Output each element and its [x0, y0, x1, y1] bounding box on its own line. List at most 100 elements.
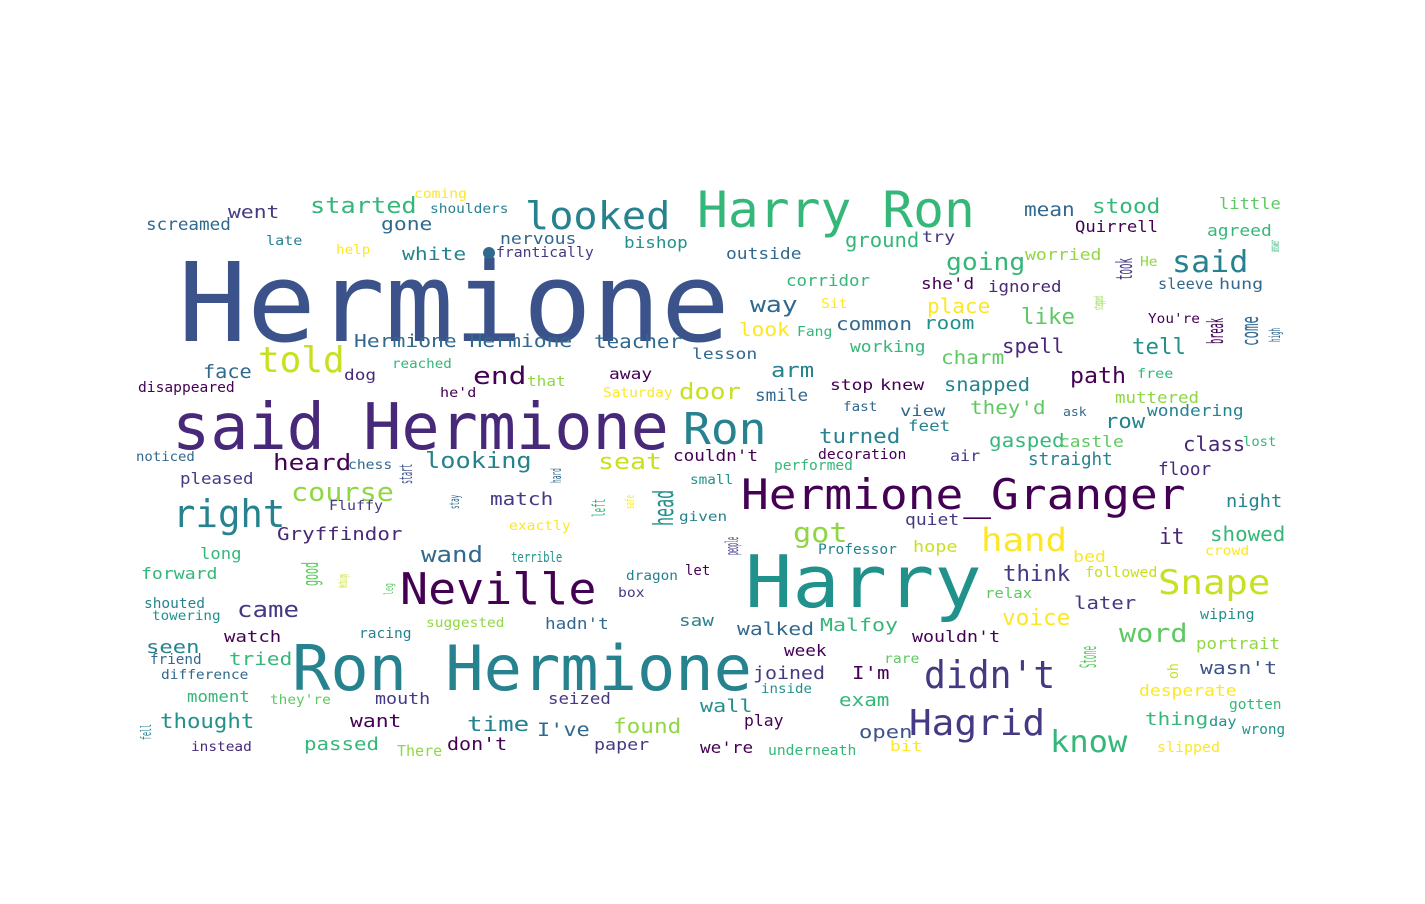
word-look: look [739, 319, 790, 341]
word-fast: fast [843, 400, 878, 415]
word-given: given [679, 510, 728, 525]
word-try: try [922, 228, 956, 246]
word-underneath: underneath [768, 743, 857, 759]
word-late: late [266, 234, 303, 249]
word-wondering: wondering [1147, 401, 1244, 420]
word-hung: hung [1219, 275, 1264, 293]
word-mean: mean [1024, 199, 1075, 221]
word-row: row [1105, 409, 1146, 433]
word-charm: charm [941, 347, 1005, 369]
word-moment: moment [187, 687, 250, 706]
word-malfoy: Malfoy [820, 615, 899, 636]
word-help: help [336, 243, 371, 258]
word-know: know [1050, 725, 1128, 760]
word-reached: reached [392, 357, 452, 372]
word-word: word [1119, 619, 1188, 649]
word-frantically: frantically [496, 245, 594, 261]
word-found: found [613, 714, 682, 738]
word-instead: instead [191, 740, 252, 755]
word-free: free [1137, 367, 1174, 382]
word-stood: stood [1092, 194, 1161, 218]
word-good: good [299, 562, 324, 586]
word-start: start [396, 463, 417, 484]
word-racing: racing [359, 626, 412, 642]
word-time: time [467, 712, 530, 736]
word-day: day [1209, 715, 1237, 730]
word-you-re: You're [1148, 312, 1200, 327]
word-they-re: they're [270, 693, 331, 708]
word-showed: showed [1210, 522, 1286, 546]
word-hard: hard [549, 468, 565, 483]
word-joined: joined [753, 663, 826, 684]
word-fang: Fang [797, 325, 833, 340]
word-night: night [1226, 491, 1283, 512]
word-break: break [1204, 317, 1229, 344]
word-looking: looking [425, 449, 532, 474]
word-think: think [1003, 562, 1071, 587]
word-towering: towering [152, 609, 221, 624]
word-room: room [924, 313, 975, 334]
word-working: working [850, 337, 926, 356]
word-sit: Sit [821, 297, 848, 312]
word-noticed: noticed [136, 450, 195, 465]
word-came: came [237, 598, 299, 623]
word-safe: safe [623, 495, 637, 509]
word-right: right [173, 492, 286, 536]
word-we-re: we're [700, 738, 754, 757]
word-told: told [258, 340, 345, 381]
word-he: He [1140, 255, 1158, 270]
word-got: got [793, 516, 848, 549]
word-i-ve: I've [537, 719, 590, 741]
word-bit: bit [890, 739, 923, 755]
word-shouted: shouted [144, 596, 206, 612]
word-lost: lost [1243, 435, 1277, 450]
word-portrait: portrait [1196, 634, 1281, 653]
word-want: want [350, 711, 402, 732]
word-answer: answer [1268, 240, 1283, 252]
word-open: open [859, 722, 913, 743]
word-wrong: wrong [1242, 722, 1286, 738]
word-it: it [1159, 525, 1185, 550]
word-spell: spell [1002, 334, 1065, 358]
word-seen: seen [146, 637, 200, 658]
word-snapped: snapped [944, 374, 1031, 396]
word-oh: oh [1166, 663, 1182, 679]
word-people: people [722, 536, 743, 555]
word-hermione-granger: Hermione_Granger [741, 470, 1186, 519]
word-quiet: quiet [905, 510, 960, 529]
word-hand: hand [981, 521, 1068, 559]
word-come: come [1236, 316, 1264, 346]
word-crowd: crowd [1205, 544, 1250, 559]
word-end: end [473, 362, 527, 390]
word-dragon: dragon [626, 569, 678, 584]
word-fluffy: Fluffy [329, 499, 383, 514]
word-high: high [1266, 327, 1284, 342]
word-heard: heard [273, 451, 352, 476]
word-said-hermione: said Hermione [172, 391, 669, 465]
word-performed: performed [774, 458, 853, 474]
word-ron-hermione: Ron Hermione [292, 632, 752, 705]
word-ask: ask [1063, 405, 1087, 419]
word-common: common [836, 314, 913, 335]
word-watch: watch [224, 627, 282, 646]
word-exam: exam [839, 690, 890, 711]
word-snape: Snape [1158, 563, 1271, 603]
word-later: later [1074, 593, 1137, 614]
bullet-dot [483, 247, 495, 259]
word-herbology: Herbology [336, 573, 350, 588]
word-sleeve: sleeve [1158, 275, 1214, 293]
word-lesson: lesson [692, 345, 758, 363]
word-hermione-hermione: Hermione Hermione [354, 331, 573, 352]
word-tell: tell [1132, 335, 1186, 360]
word-pleased: pleased [180, 469, 254, 488]
word-walked: walked [737, 619, 815, 640]
word-muttered: muttered [1115, 388, 1200, 407]
word-disappeared: disappeared [138, 380, 235, 396]
word-there: There [397, 742, 443, 760]
word-long: long [200, 544, 242, 563]
word-play: play [744, 711, 784, 730]
word-agreed: agreed [1207, 221, 1272, 240]
word-neville: Neville [400, 564, 597, 615]
word-face: face [203, 361, 252, 383]
word-started: started [310, 194, 417, 219]
